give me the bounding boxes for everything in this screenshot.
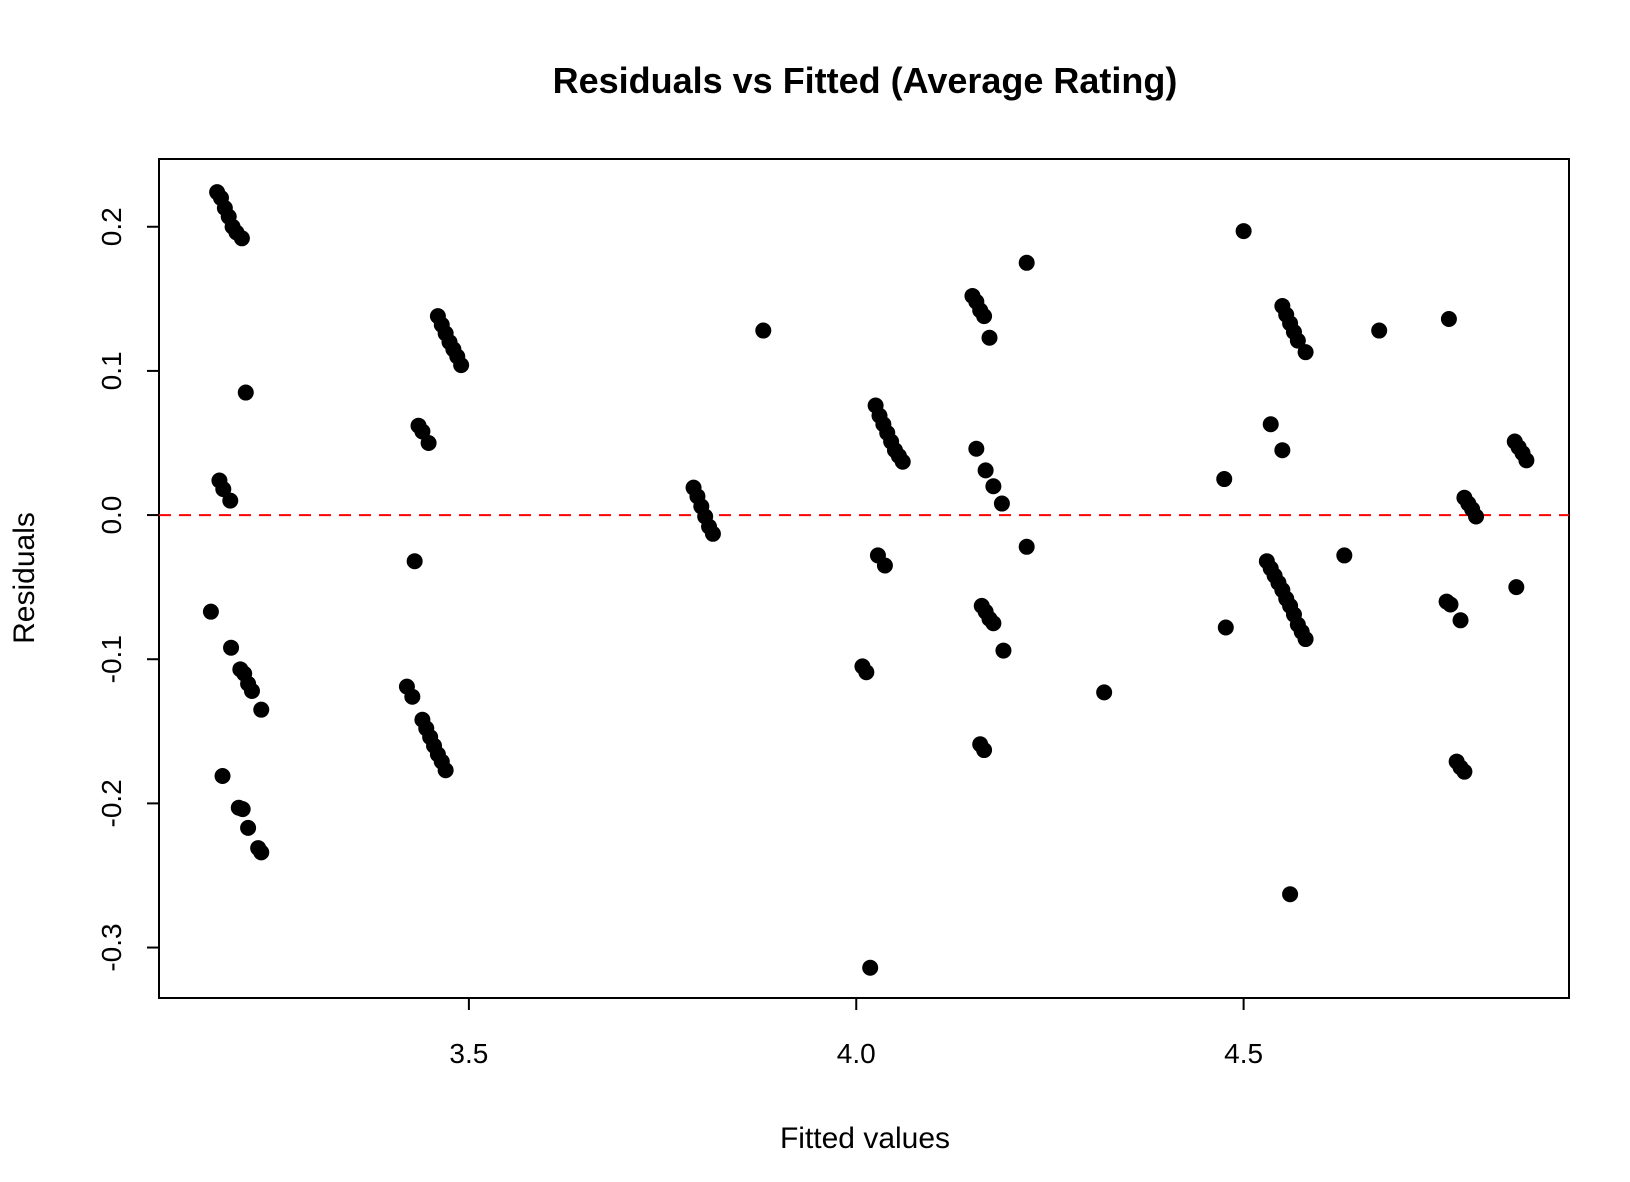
data-point-21 [240, 819, 257, 836]
data-point-16 [243, 682, 260, 699]
plot-frame [158, 158, 1570, 999]
x-axis-label: Fitted values [780, 1122, 950, 1155]
data-point-71 [985, 478, 1002, 495]
x-tick-label-1: 4.0 [837, 1038, 876, 1069]
data-point-107 [1371, 322, 1388, 339]
data-point-92 [1289, 332, 1306, 349]
data-point-23 [253, 844, 270, 861]
data-point-79 [976, 742, 993, 759]
data-point-63 [862, 959, 879, 976]
data-point-12 [223, 639, 240, 656]
data-point-85 [1235, 223, 1252, 240]
data-point-60 [876, 557, 893, 574]
data-point-49 [704, 525, 721, 542]
y-tick-label-5: 0.2 [96, 207, 127, 246]
y-tick-label-1: -0.2 [96, 779, 127, 827]
chart-title: Residuals vs Fitted (Average Rating) [553, 60, 1178, 101]
data-point-110 [1442, 596, 1459, 613]
data-point-11 [237, 384, 254, 401]
data-point-36 [404, 688, 421, 705]
data-point-93 [1297, 344, 1314, 361]
data-point-122 [1518, 452, 1535, 469]
data-point-18 [214, 767, 231, 784]
data-point-50 [755, 322, 772, 339]
data-point-114 [1456, 763, 1473, 780]
data-point-76 [985, 615, 1002, 632]
data-point-6 [233, 230, 250, 247]
data-point-84 [1217, 619, 1234, 636]
x-tick-label-0: 3.5 [449, 1038, 488, 1069]
data-point-87 [1274, 442, 1291, 459]
data-point-30 [453, 357, 470, 374]
data-point-108 [1440, 311, 1457, 328]
data-point-80 [1018, 254, 1035, 271]
data-point-118 [1468, 508, 1485, 525]
data-point-83 [1216, 471, 1233, 488]
y-tick-label-2: -0.1 [96, 635, 127, 683]
data-point-106 [1336, 547, 1353, 564]
y-axis: -0.3 -0.2 -0.1 0.0 0.1 0.2 [96, 207, 159, 972]
data-point-8 [215, 481, 232, 498]
y-axis-label: Residuals [8, 512, 41, 644]
data-point-62 [858, 664, 875, 681]
data-point-10 [202, 603, 219, 620]
data-point-34 [406, 553, 423, 570]
data-point-77 [995, 642, 1012, 659]
data-point-68 [981, 329, 998, 346]
data-point-70 [977, 462, 994, 479]
data-point-86 [1262, 416, 1279, 433]
x-tick-label-2: 4.5 [1224, 1038, 1263, 1069]
data-points [202, 184, 1535, 976]
y-tick-label-4: 0.1 [96, 351, 127, 390]
data-point-17 [253, 701, 270, 718]
y-tick-label-3: 0.0 [96, 496, 127, 535]
data-point-82 [1096, 684, 1113, 701]
data-point-69 [968, 440, 985, 457]
x-axis: 3.5 4.0 4.5 [449, 998, 1263, 1069]
data-point-33 [420, 434, 437, 451]
data-point-105 [1282, 886, 1299, 903]
data-point-81 [1018, 538, 1035, 555]
data-point-111 [1452, 612, 1469, 629]
data-point-9 [222, 492, 239, 509]
data-point-72 [993, 495, 1010, 512]
data-point-58 [894, 453, 911, 470]
y-tick-label-0: -0.3 [96, 923, 127, 971]
data-point-43 [437, 762, 454, 779]
data-point-123 [1508, 579, 1525, 596]
data-point-67 [976, 308, 993, 325]
data-point-20 [234, 801, 251, 818]
data-point-104 [1297, 631, 1314, 648]
